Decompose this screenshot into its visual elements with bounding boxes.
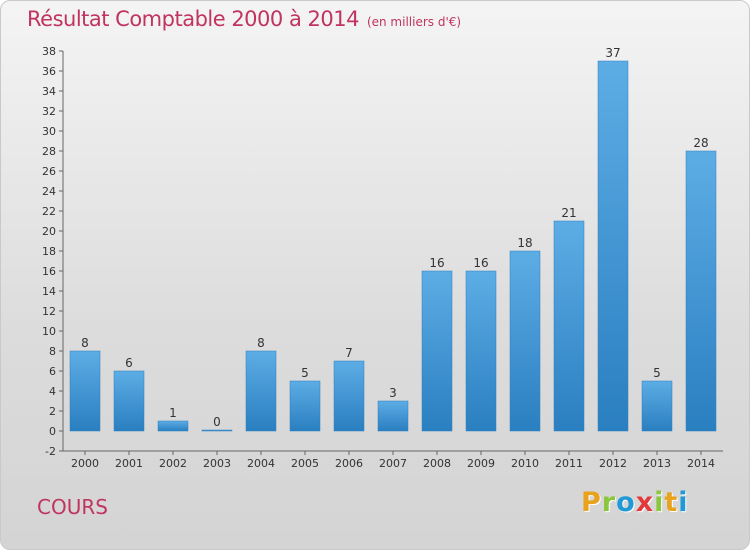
x-tick-label-2002: 2002 <box>159 457 187 470</box>
y-tick-label: 16 <box>42 265 56 278</box>
value-label-2010: 18 <box>517 236 532 250</box>
y-tick-label: 34 <box>42 85 56 98</box>
value-label-2013: 5 <box>653 366 661 380</box>
y-tick-label: 32 <box>42 105 56 118</box>
value-label-2007: 3 <box>389 386 397 400</box>
value-label-2011: 21 <box>561 206 576 220</box>
bar-2005 <box>289 380 321 432</box>
value-label-2002: 1 <box>169 406 177 420</box>
bar-layer <box>69 60 717 432</box>
value-label-2001: 6 <box>125 356 133 370</box>
bar-2010 <box>509 250 541 432</box>
value-label-2004: 8 <box>257 336 265 350</box>
x-tick-label-2011: 2011 <box>555 457 583 470</box>
bar-2000 <box>69 350 101 432</box>
value-label-2000: 8 <box>81 336 89 350</box>
value-label-2014: 28 <box>693 136 708 150</box>
x-tick-label-2008: 2008 <box>423 457 451 470</box>
logo-letter: r <box>601 487 617 518</box>
y-tick-label: 0 <box>49 425 56 438</box>
y-tick-label: -2 <box>45 445 56 458</box>
bar-2013 <box>641 380 673 432</box>
logo-letter: x <box>635 487 655 518</box>
bar-2003 <box>201 429 233 432</box>
x-tick-label-2007: 2007 <box>379 457 407 470</box>
x-tick-label-2009: 2009 <box>467 457 495 470</box>
y-tick-label: 30 <box>42 125 56 138</box>
bar-2002 <box>157 420 189 432</box>
y-tick-label: 10 <box>42 325 56 338</box>
chart-subtitle: (en milliers d'€) <box>366 15 462 29</box>
bar-2012 <box>597 60 629 432</box>
commune-name: COURS <box>37 495 108 519</box>
y-tick-label: 22 <box>42 205 56 218</box>
x-tick-label-2005: 2005 <box>291 457 319 470</box>
x-tick-label-2010: 2010 <box>511 457 539 470</box>
y-tick-label: 26 <box>42 165 56 178</box>
value-label-2012: 37 <box>605 46 620 60</box>
x-tick-label-2001: 2001 <box>115 457 143 470</box>
bar-2009 <box>465 270 497 432</box>
logo-letter: o <box>616 487 636 518</box>
y-tick-label: 12 <box>42 305 56 318</box>
value-label-2006: 7 <box>345 346 353 360</box>
value-label-2003: 0 <box>213 415 221 429</box>
logo-letter: i <box>654 487 665 518</box>
chart-title: Résultat Comptable 2000 à 2014 (en millie… <box>27 7 461 31</box>
bar-2006 <box>333 360 365 432</box>
y-tick-label: 28 <box>42 145 56 158</box>
y-tick-label: 14 <box>42 285 56 298</box>
y-tick-label: 24 <box>42 185 56 198</box>
y-tick-label: 38 <box>42 45 56 58</box>
y-tick-label: 18 <box>42 245 56 258</box>
y-tick-label: 2 <box>49 405 56 418</box>
x-tick-label-2012: 2012 <box>599 457 627 470</box>
x-tick-label-2000: 2000 <box>71 457 99 470</box>
value-label-2009: 16 <box>473 256 488 270</box>
bar-2011 <box>553 220 585 432</box>
y-tick-label: 6 <box>49 365 56 378</box>
bar-2008 <box>421 270 453 432</box>
y-tick-label: 36 <box>42 65 56 78</box>
bar-2014 <box>685 150 717 432</box>
value-label-2008: 16 <box>429 256 444 270</box>
bar-2001 <box>113 370 145 432</box>
logo-letter: i <box>678 487 689 518</box>
label-layer: 8 6 1 0 8 5 7 3 16 16 18 21 37 5 28 <box>81 46 708 429</box>
y-tick-label: 4 <box>49 385 56 398</box>
logo-letter: P <box>581 487 602 518</box>
bar-2004 <box>245 350 277 432</box>
chart-title-text: Résultat Comptable 2000 à 2014 <box>27 7 359 31</box>
value-label-2005: 5 <box>301 366 309 380</box>
proxiti-logo[interactable]: Proxiti <box>581 487 689 518</box>
y-tick-label: 8 <box>49 345 56 358</box>
y-tick-label: 20 <box>42 225 56 238</box>
x-tick-label-2003: 2003 <box>203 457 231 470</box>
x-tick-label-2006: 2006 <box>335 457 363 470</box>
x-tick-label-2013: 2013 <box>643 457 671 470</box>
x-tick-label-2004: 2004 <box>247 457 275 470</box>
axis-layer: -202468101214161820222426283032343638200… <box>42 45 723 470</box>
bar-2007 <box>377 400 409 432</box>
logo-letter: t <box>664 487 679 518</box>
x-tick-label-2014: 2014 <box>687 457 715 470</box>
